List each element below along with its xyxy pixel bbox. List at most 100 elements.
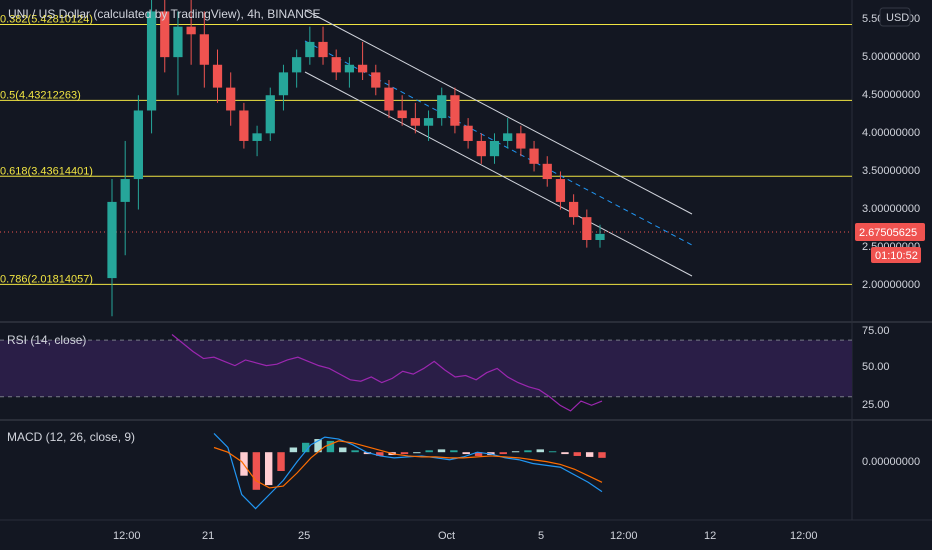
candle[interactable] [292,49,302,88]
candle-body [252,133,262,141]
time-tick: 21 [202,530,214,542]
candle[interactable] [357,41,368,80]
candle[interactable] [555,171,566,210]
candle-body [226,87,236,111]
candle-body [463,125,473,141]
candle[interactable] [371,64,381,96]
price-pane[interactable]: 0.382(5.42810124) 0.5(4.43212263) 0.618(3.… [0,0,852,317]
time-tick: 12:00 [113,530,141,542]
candle-body [305,41,315,58]
candle[interactable] [423,110,434,141]
fib-level-label: 0.382(5.42810124) [0,14,93,26]
candle[interactable] [397,95,407,126]
candle-body [133,110,143,180]
macd-pane[interactable]: MACD (12, 26, close, 9) [7,430,606,510]
currency-button[interactable] [879,7,911,27]
candle[interactable] [278,64,289,111]
candle[interactable] [476,133,486,164]
price-axis[interactable]: 5.50000000 5.00000000 4.50000000 4.00000… [862,13,920,291]
candle[interactable] [516,125,526,157]
candle[interactable] [160,0,170,73]
time-tick: 12:00 [610,530,638,542]
candle-body [476,140,486,157]
candle[interactable] [133,95,143,210]
candle-body [450,95,460,126]
macd-histogram-bar [561,452,569,455]
candle[interactable] [239,102,249,149]
candle[interactable] [529,140,539,172]
macd-histogram-bar [363,452,372,455]
macd-histogram-bar [585,452,594,457]
time-axis[interactable]: 12:00 21 25 Oct 5 12:00 12 12:00 [113,530,818,542]
candlestick-series[interactable] [107,0,605,317]
candle-body [437,95,447,119]
time-tick: 12:00 [790,530,818,542]
candle[interactable] [437,87,447,126]
macd-histogram-bar [277,452,285,471]
candle-body [555,179,566,202]
candle[interactable] [463,118,473,149]
macd-histogram-bar [326,440,335,453]
macd-histogram-bar [289,447,298,453]
candle-body [397,110,407,119]
macd-histogram-bar [511,451,520,453]
candle[interactable] [542,156,552,187]
fib-level-label: 0.618(3.43614401) [0,165,93,177]
rsi-band [0,340,852,397]
candle[interactable] [344,57,355,88]
time-tick: 5 [538,530,544,542]
candle-body [146,11,157,111]
candle[interactable] [450,87,460,134]
macd-histogram-bar [437,449,446,453]
macd-histogram-bar [252,452,261,490]
macd-histogram-bar [462,452,470,455]
candle-body [318,41,328,58]
candle-body [186,26,196,35]
channel-lower-line[interactable] [304,71,693,277]
candle[interactable] [146,0,157,134]
candle[interactable] [489,133,500,164]
candle[interactable] [305,26,315,65]
candle[interactable] [569,194,579,225]
fib-level-label: 0.5(4.43212263) [0,89,81,101]
channel-upper-line[interactable] [304,9,693,215]
rsi-line [171,334,603,412]
candle[interactable] [173,11,183,96]
macd-histogram-bar [536,449,544,453]
candle[interactable] [212,49,223,103]
rsi-pane[interactable]: RSI (14, close) [0,333,852,412]
candle[interactable] [107,179,117,317]
macd-histogram-bar [548,451,557,453]
candle[interactable] [595,224,605,248]
candle[interactable] [199,11,209,88]
price-tick: 3.50000000 [862,165,920,177]
candle-body [199,34,209,65]
candle[interactable] [503,118,513,149]
candle[interactable] [265,87,275,141]
candle[interactable] [186,0,196,65]
candle[interactable] [331,49,341,80]
candle-body [331,57,341,73]
macd-histogram-bar [339,447,347,453]
candle-body [107,201,117,279]
macd-histogram-bar [425,450,433,453]
time-tick: 12 [704,530,716,542]
price-tick: 5.00000000 [862,51,920,63]
candle[interactable] [582,209,592,248]
macd-signal-line [213,440,603,489]
candle[interactable] [252,125,262,157]
candle-body [503,133,513,141]
rsi-tick: 75.00 [862,325,890,337]
candle-body [529,148,539,164]
candle[interactable] [410,102,420,134]
candle[interactable] [318,26,328,65]
macd-histogram-bar [264,452,273,486]
candle[interactable] [226,72,236,126]
price-tick: 3.00000000 [862,203,920,215]
candle[interactable] [384,80,394,119]
countdown-value: 01:10:52 [875,250,918,262]
candle[interactable] [120,140,130,256]
macd-histogram-bar [499,452,507,455]
